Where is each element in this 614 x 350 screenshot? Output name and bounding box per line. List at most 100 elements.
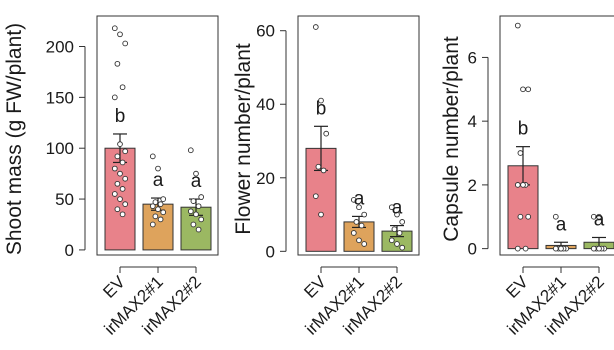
significance-letter: b	[115, 106, 126, 127]
data-point	[114, 206, 121, 213]
data-point	[514, 182, 521, 188]
data-point	[391, 226, 398, 233]
data-point	[198, 216, 205, 223]
data-point	[193, 170, 199, 177]
data-point	[318, 97, 324, 104]
data-point	[356, 204, 362, 211]
significance-letter: b	[518, 119, 529, 140]
data-point	[312, 24, 319, 30]
data-point	[117, 196, 123, 202]
significance-letter: a	[556, 214, 567, 235]
data-point	[318, 211, 324, 218]
data-point	[358, 222, 365, 229]
data-point	[119, 186, 126, 192]
y-tick-label: 150	[46, 88, 74, 107]
plot-frame	[96, 15, 219, 256]
data-point	[514, 245, 521, 252]
data-point	[350, 230, 357, 236]
data-point	[520, 86, 526, 93]
y-tick-label: 0	[266, 242, 275, 261]
category-label: EV	[99, 272, 129, 302]
data-point	[155, 165, 161, 172]
data-point	[361, 241, 368, 247]
y-axis-title: Flower number/plant	[232, 43, 255, 235]
data-point	[394, 241, 400, 247]
y-tick-label: 20	[256, 169, 275, 188]
data-point	[122, 201, 129, 207]
data-point	[122, 175, 129, 182]
significance-letter: a	[191, 171, 202, 192]
data-point	[356, 237, 362, 244]
plot-frame	[297, 15, 420, 256]
data-point	[552, 245, 559, 252]
data-point	[187, 147, 194, 154]
data-point	[114, 180, 121, 187]
significance-letter: a	[354, 188, 365, 209]
data-point	[152, 199, 159, 205]
data-point	[122, 40, 129, 47]
data-point	[596, 245, 602, 252]
data-point	[122, 148, 129, 155]
data-point	[119, 159, 126, 166]
data-point	[596, 213, 602, 220]
data-point	[117, 141, 123, 147]
data-point	[149, 221, 156, 228]
data-point	[117, 170, 123, 177]
y-tick-label: 200	[46, 38, 74, 57]
data-point	[190, 198, 197, 204]
flower-number-panel: Flower number/plant 0204060bEVairMAX2#1a…	[232, 15, 420, 339]
y-tick-label: 0	[468, 240, 477, 259]
data-point	[111, 94, 118, 101]
data-point	[198, 194, 205, 200]
data-point	[160, 209, 167, 216]
data-point	[320, 167, 327, 174]
capsule-number-panel: Capsule number/plant 0246bEVairMAX2#1air…	[440, 15, 614, 339]
data-point	[522, 245, 529, 252]
data-point	[193, 211, 199, 218]
data-point	[525, 213, 532, 220]
data-point	[388, 237, 395, 244]
significance-letter: a	[392, 198, 403, 219]
data-point	[361, 211, 368, 218]
data-point	[350, 196, 357, 203]
data-point	[315, 163, 322, 170]
y-tick-label: 4	[468, 112, 477, 131]
data-point	[396, 230, 403, 236]
data-point	[312, 193, 319, 200]
significance-letter: b	[316, 98, 327, 119]
shoot-mass-panel: Shoot mass (g FW/plant) 0 50 100 150 200 b EV a…	[3, 15, 219, 339]
data-point	[394, 211, 400, 218]
data-point	[114, 60, 121, 67]
data-point	[353, 219, 360, 225]
y-tick-label: 60	[256, 22, 275, 41]
significance-letter: a	[153, 170, 164, 191]
y-tick-label: 0	[65, 241, 74, 260]
data-point	[520, 182, 526, 188]
data-point	[514, 22, 521, 29]
data-point	[119, 211, 126, 218]
data-point	[195, 226, 202, 233]
y-axis-title: Shoot mass (g FW/plant)	[3, 23, 26, 255]
data-point	[517, 213, 524, 220]
data-point	[117, 31, 123, 38]
data-point	[525, 86, 532, 93]
data-point	[388, 204, 395, 211]
y-tick-label: 2	[468, 176, 477, 195]
data-point	[111, 191, 118, 197]
data-point	[114, 153, 121, 160]
data-point	[157, 201, 164, 207]
significance-letter: a	[594, 209, 605, 230]
data-point	[517, 150, 524, 156]
data-point	[149, 203, 156, 210]
data-point	[552, 213, 559, 220]
data-point	[152, 213, 159, 220]
data-point	[323, 130, 330, 137]
y-tick-label: 40	[256, 95, 275, 114]
data-point	[558, 245, 564, 252]
data-point	[160, 196, 167, 202]
data-point	[590, 245, 597, 252]
y-tick-label: 50	[55, 190, 74, 209]
y-tick-label: 6	[468, 48, 477, 67]
plot-frame	[499, 15, 614, 256]
